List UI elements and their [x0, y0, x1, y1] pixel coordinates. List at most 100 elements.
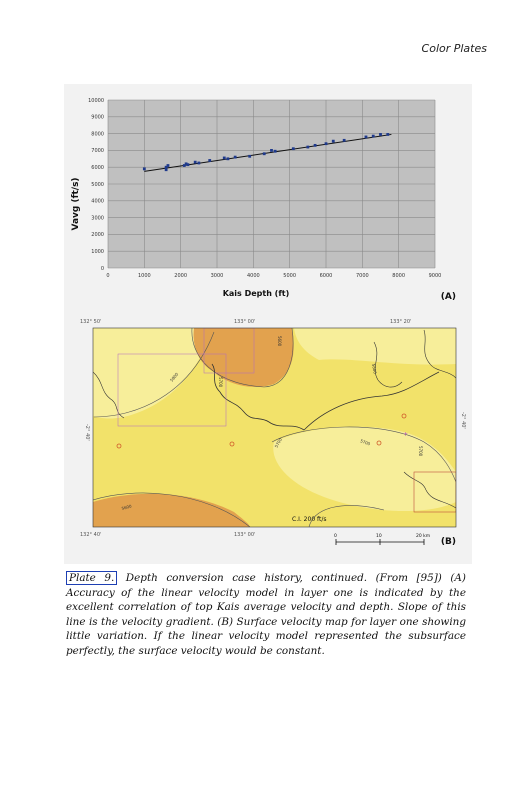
- data-point: [324, 142, 328, 146]
- survey-boundary: [117, 353, 227, 427]
- x-tick-label: 9000: [429, 273, 442, 279]
- contour-interval: C.I. 200 ft/s: [292, 516, 327, 523]
- map-body: +: [93, 328, 456, 527]
- data-points: [142, 133, 390, 172]
- y-tick-label: 10000: [88, 98, 104, 104]
- x-tick-labels: 0 1000 2000 3000 4000 5000 6000 7000 8000 9000: [106, 273, 441, 279]
- scale-label-10: 10: [376, 533, 382, 539]
- x-tick-label: 1000: [138, 273, 151, 279]
- data-point: [186, 163, 190, 167]
- data-point: [371, 134, 375, 138]
- data-point: [222, 156, 226, 160]
- data-point: [166, 164, 170, 167]
- caption-text: Depth conversion case history, continued…: [66, 572, 466, 657]
- x-tick-label: 2000: [174, 273, 187, 279]
- coord-left: -2° 40': [84, 424, 90, 441]
- data-point: [193, 160, 197, 164]
- data-point: [273, 149, 277, 153]
- y-tick-label: 4000: [91, 199, 104, 205]
- contour-line: [271, 426, 456, 483]
- data-point: [208, 159, 212, 162]
- river-line: [373, 341, 403, 388]
- river-line: [403, 471, 456, 509]
- river-line: [303, 371, 440, 431]
- y-tick-label: 3000: [91, 215, 104, 221]
- y-tick-label: 7000: [91, 148, 104, 154]
- y-tick-labels: 1000090008000700060005000400030002000100…: [88, 98, 104, 272]
- well-marker: [376, 440, 382, 446]
- contour-line: [308, 505, 385, 527]
- pale-zone-northwest: [93, 328, 214, 419]
- surface-velocity-map: 132° 50' 133° 00' 133° 20' -2° 40' -2° 4…: [80, 319, 466, 547]
- orange-zone-southwest: [93, 493, 250, 527]
- contour-line: [191, 328, 294, 388]
- y-tick-label: 5000: [91, 182, 104, 188]
- coord-right: -2° 40': [460, 412, 466, 429]
- well-marker: [116, 443, 122, 449]
- map-frame: [92, 327, 457, 528]
- data-point: [386, 133, 390, 136]
- data-point: [248, 154, 252, 158]
- river-line: [211, 363, 305, 431]
- scale-bar: 0 10 20 km: [334, 533, 430, 545]
- y-tick-label: 9000: [91, 115, 104, 121]
- y-tick-label: 8000: [91, 131, 104, 137]
- data-point: [164, 168, 168, 172]
- coord-top-right: 133° 20': [390, 319, 411, 325]
- well-marker: [401, 413, 407, 419]
- data-point: [182, 164, 186, 167]
- orange-zone-north: [193, 328, 294, 387]
- coastline: [93, 371, 125, 419]
- gridlines: [107, 99, 436, 269]
- x-tick-label: 8000: [392, 273, 405, 279]
- well-marker: [229, 441, 235, 447]
- river-line: [423, 329, 456, 379]
- y-axis-label: Vavg (ft/s): [71, 177, 81, 230]
- coord-top-mid: 133° 00': [234, 319, 255, 325]
- x-tick-label: 7000: [356, 273, 369, 279]
- data-point: [233, 155, 237, 159]
- plate-reference-link[interactable]: Plate 9.: [66, 571, 118, 585]
- x-tick-label: 6000: [320, 273, 333, 279]
- data-point: [313, 143, 317, 147]
- contour-label: 5700: [360, 438, 372, 446]
- contour-label: 5600: [121, 503, 133, 511]
- contour-label: 5700: [218, 377, 223, 388]
- data-point: [226, 157, 230, 161]
- coord-top-left: 132° 50': [80, 319, 101, 325]
- y-tick-label: 6000: [91, 165, 104, 171]
- survey-boundary: [203, 328, 255, 374]
- survey-boundary: [413, 471, 456, 513]
- x-tick-label: 0: [106, 273, 109, 279]
- contour-line: [93, 492, 251, 527]
- pale-zone-east: [273, 426, 456, 512]
- x-tick-label: 5000: [283, 273, 296, 279]
- coord-bottom-left: 132° 40': [80, 532, 101, 538]
- data-point: [364, 135, 368, 139]
- data-point: [142, 167, 146, 171]
- panel-a-label: (A): [441, 292, 456, 302]
- data-point: [270, 149, 273, 152]
- data-point: [331, 139, 335, 143]
- figure-caption: Plate 9. Depth conversion case history, …: [66, 571, 466, 658]
- contour-label: 5700: [274, 437, 284, 449]
- y-tick-label: 1000: [91, 249, 104, 255]
- x-axis-label: Kais Depth (ft): [223, 289, 290, 298]
- y-tick-label: 0: [101, 266, 104, 272]
- contour-label: 5800: [169, 371, 180, 382]
- data-point: [164, 165, 168, 169]
- pale-zone-northeast: [294, 328, 456, 365]
- data-point: [262, 152, 266, 156]
- data-point: [291, 147, 295, 151]
- data-point: [184, 162, 188, 166]
- contour-label: 5700: [418, 446, 423, 457]
- velocity-depth-chart: 1000090008000700060005000400030002000100…: [71, 98, 456, 302]
- well-symbol: +: [403, 431, 408, 438]
- x-tick-label: 4000: [247, 273, 260, 279]
- contour-label: 5600: [277, 336, 282, 347]
- contour-label: 5800: [371, 363, 378, 374]
- data-point: [306, 145, 310, 149]
- scale-label-0: 0: [334, 533, 337, 539]
- panel-b-label: (B): [441, 537, 456, 547]
- data-point: [197, 161, 201, 165]
